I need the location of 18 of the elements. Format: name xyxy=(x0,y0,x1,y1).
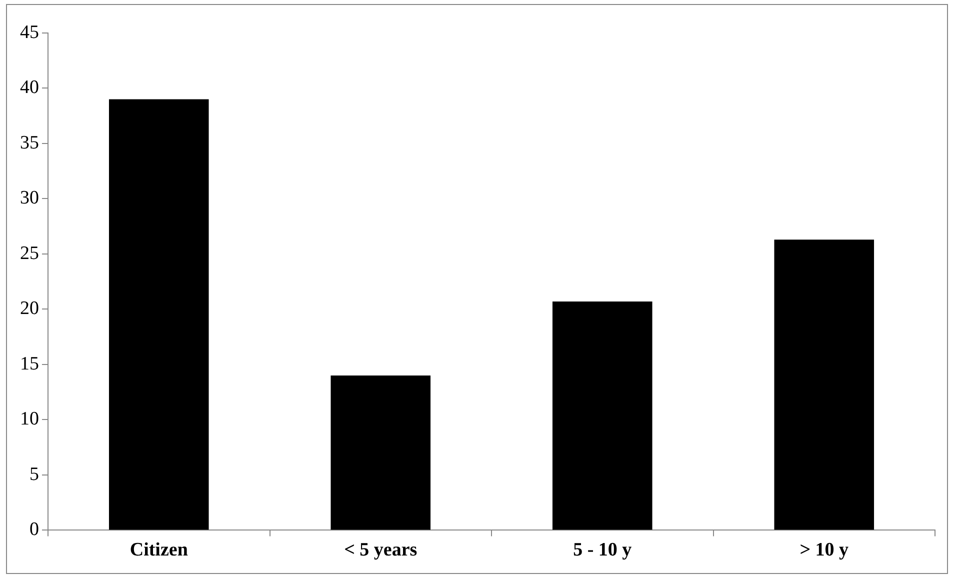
x-tick-label: 5 - 10 y xyxy=(573,540,632,561)
bar xyxy=(774,240,874,530)
y-tick-label: 0 xyxy=(30,519,39,540)
bar xyxy=(330,376,431,530)
bar xyxy=(108,99,209,530)
y-tick-label: 25 xyxy=(20,242,39,264)
x-tick-label: Citizen xyxy=(130,540,188,561)
y-tick-label: 15 xyxy=(20,353,39,374)
y-tick-label: 45 xyxy=(20,22,39,43)
y-tick-label: 30 xyxy=(20,188,39,209)
x-tick-label: > 10 y xyxy=(800,540,850,561)
y-tick-label: 5 xyxy=(30,464,39,485)
y-tick-label: 35 xyxy=(20,132,39,154)
y-tick-label: 10 xyxy=(20,408,39,430)
y-tick-label: 40 xyxy=(20,77,39,98)
bar xyxy=(552,301,652,530)
x-tick-label: < 5 years xyxy=(344,540,418,561)
y-tick-label: 20 xyxy=(20,298,39,320)
